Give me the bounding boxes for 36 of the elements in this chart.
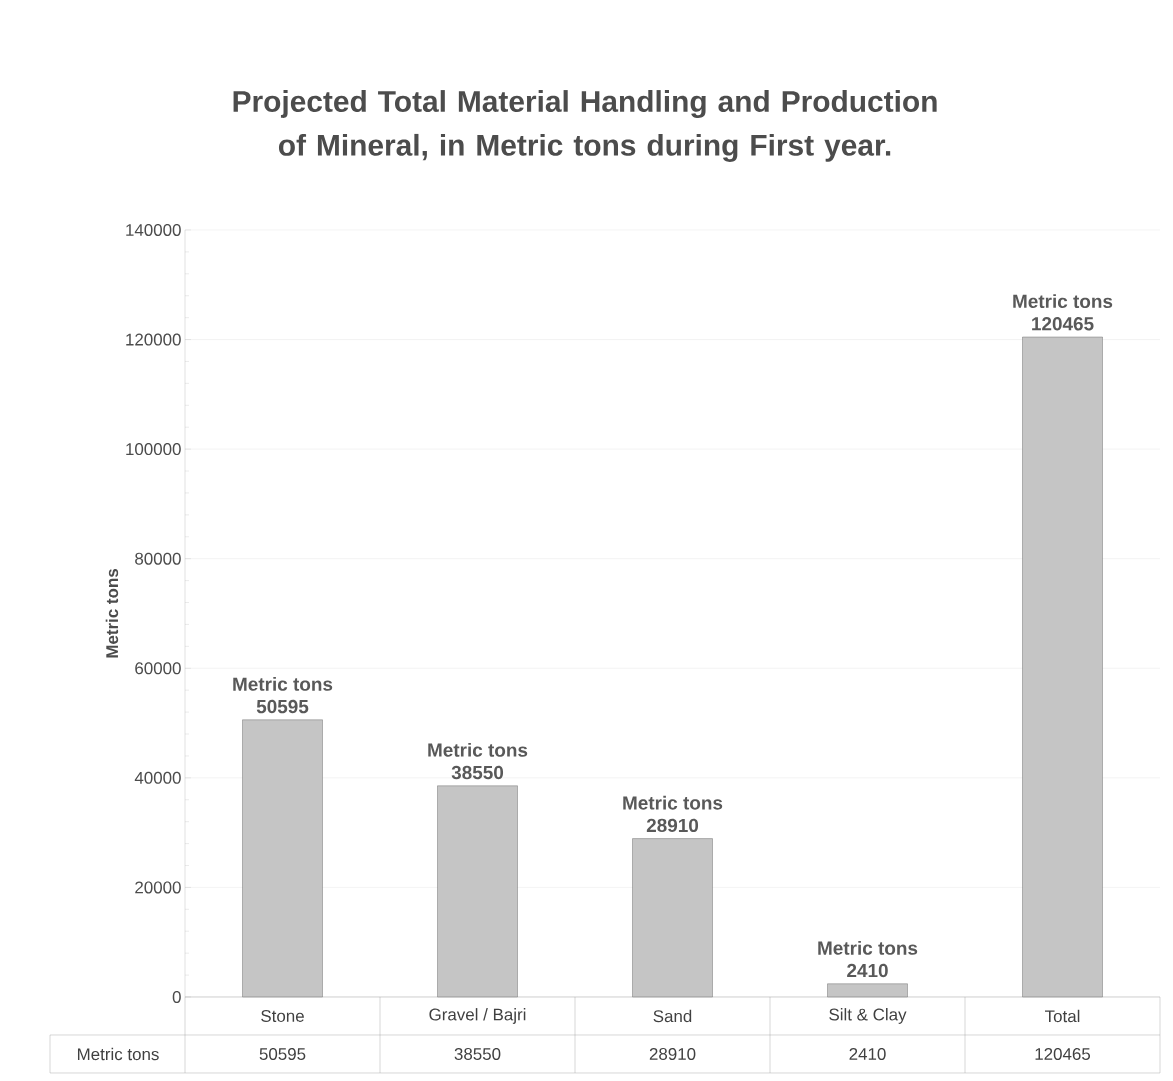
text: Metric tons <box>77 1047 159 1061</box>
x-tick-label: Gravel / Bajri <box>429 1008 526 1024</box>
text: Metric tons <box>623 795 723 810</box>
y-tick-label: 20000 <box>135 881 181 894</box>
annotation: 50595 <box>256 699 309 714</box>
bar <box>242 719 323 998</box>
text: Metric tons <box>818 940 918 955</box>
text: Metric tons <box>1013 294 1113 309</box>
annotation: 2410 <box>847 963 888 978</box>
annotation: 38550 <box>451 765 504 780</box>
x-tick-label: Total <box>1045 1009 1080 1023</box>
series-label: Metric tons <box>233 676 333 691</box>
y-axis-title: Metric tons <box>105 569 119 658</box>
data-label: 120465 <box>1035 1047 1091 1060</box>
y-tick-label: 120000 <box>126 333 181 346</box>
x-tick-label: Sand <box>653 1009 692 1023</box>
chart-title: Projected Total Material Handling and Production of Mineral, in Metric tons during First year. <box>233 90 937 162</box>
y-tick-label: 100000 <box>126 443 181 456</box>
data-label: 50595 <box>259 1047 306 1060</box>
y-tick-label: 80000 <box>135 552 181 565</box>
x-tick-label: Silt & Clay <box>829 1008 907 1024</box>
annotation: 28910 <box>646 818 699 833</box>
bar <box>632 838 713 998</box>
data-label: 28910 <box>649 1047 696 1060</box>
x-tick-label: Stone <box>261 1009 304 1022</box>
y-tick-label: 0 <box>172 990 181 1003</box>
bar <box>1022 336 1103 998</box>
bar <box>437 785 518 998</box>
y-tick-label: 60000 <box>135 662 181 675</box>
annotation: 120465 <box>1032 317 1094 331</box>
y-tick-label: 140000 <box>126 223 181 236</box>
y-tick-label: 40000 <box>134 771 181 784</box>
bar <box>827 983 908 998</box>
data-label: 38550 <box>454 1047 501 1060</box>
text: Metric tons <box>428 742 528 757</box>
data-label: 2410 <box>849 1047 886 1060</box>
